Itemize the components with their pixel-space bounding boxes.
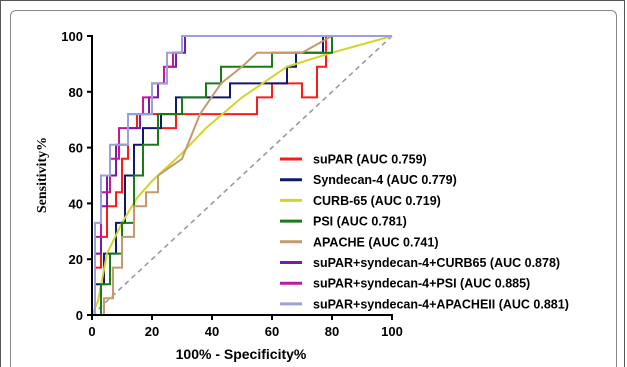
legend-label-1: suPAR (AUC 0.759) (313, 153, 427, 167)
legend: suPAR (AUC 0.759) Syndecan-4 (AUC 0.779) C… (280, 153, 569, 311)
series-line-3 (91, 35, 393, 316)
y-tick-label: 80 (69, 85, 83, 100)
legend-label-2: Syndecan-4 (AUC 0.779) (313, 173, 457, 187)
legend-label-6: suPAR+syndecan-4+CURB65 (AUC 0.878) (313, 256, 560, 270)
x-tick-label: 100 (381, 324, 403, 339)
legend-label-3: CURB-65 (AUC 0.719) (313, 194, 441, 208)
legend-label-4: PSI (AUC 0.781) (313, 215, 407, 229)
legend-label-8: suPAR+syndecan-4+APACHEII (AUC 0.881) (313, 297, 569, 311)
legend-label-5: APACHE (AUC 0.741) (313, 235, 439, 249)
series-layer (91, 35, 393, 316)
y-tick-label: 100 (61, 29, 83, 44)
figure-panel (10, 10, 617, 367)
x-tick-label: 80 (325, 324, 339, 339)
y-axis-title: Sensitivity% (35, 137, 50, 213)
axes-layer: 0 20 40 60 80 100 0 20 40 60 80 100 (61, 29, 403, 339)
series-line-5 (92, 35, 392, 316)
x-axis-title: 100% - Specificity% (176, 346, 307, 362)
x-tick-label: 20 (145, 324, 159, 339)
y-tick-label: 0 (76, 308, 83, 323)
x-tick-label: 40 (205, 324, 219, 339)
y-tick-label: 60 (69, 141, 83, 156)
x-tick-label: 0 (88, 324, 95, 339)
y-tick-label: 20 (69, 252, 83, 267)
series-line-4 (92, 35, 392, 316)
series-line-8 (92, 35, 392, 316)
y-tick-label: 40 (69, 196, 83, 211)
x-tick-label: 60 (265, 324, 279, 339)
legend-label-7: suPAR+syndecan-4+PSI (AUC 0.885) (313, 277, 530, 291)
